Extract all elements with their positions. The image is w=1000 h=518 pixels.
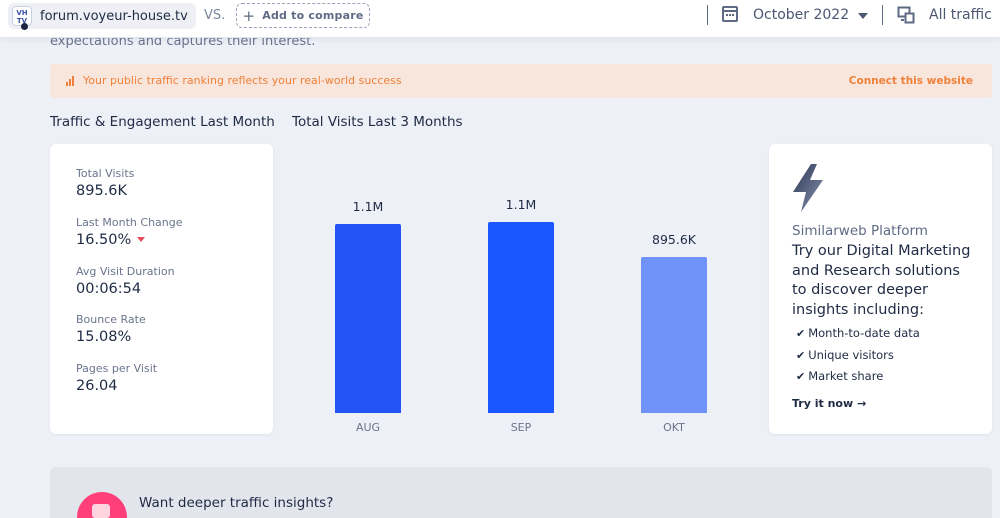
metric-value-row: 16.50% bbox=[76, 232, 183, 248]
bar-okt[interactable] bbox=[641, 257, 707, 413]
metric-value: 26.04 bbox=[76, 378, 118, 394]
try-it-now-link[interactable]: Try it now → bbox=[792, 397, 866, 410]
bar-value-label: 1.1M bbox=[352, 199, 384, 214]
promo-feature-label: Market share bbox=[808, 369, 884, 383]
plus-icon: + bbox=[242, 6, 256, 25]
metric-label: Total Visits bbox=[76, 167, 135, 180]
metric-value: 15.08% bbox=[76, 329, 132, 345]
traffic-type-selector[interactable]: All traffic bbox=[929, 7, 992, 23]
bar-category-label: OKT bbox=[663, 421, 685, 434]
site-selector[interactable]: VH TV forum.voyeur-house.tv bbox=[8, 3, 196, 30]
favicon-dot bbox=[21, 23, 28, 30]
site-name: forum.voyeur-house.tv bbox=[40, 8, 188, 24]
engagement-metrics-card: Total Visits 895.6K Last Month Change 16… bbox=[50, 144, 273, 434]
metric-pages-per-visit: Pages per Visit 26.04 bbox=[76, 362, 157, 394]
arrow-right-icon: → bbox=[857, 397, 867, 410]
calendar-icon[interactable] bbox=[722, 6, 738, 22]
try-it-now-label: Try it now bbox=[792, 397, 854, 410]
promo-feature-item: ✔ Unique visitors bbox=[796, 348, 920, 370]
deeper-insights-card: Want deeper traffic insights? bbox=[50, 467, 992, 518]
metric-label: Last Month Change bbox=[76, 216, 183, 229]
connect-website-link[interactable]: Connect this website bbox=[848, 75, 973, 87]
traffic-device-icon[interactable] bbox=[897, 6, 915, 24]
total-visits-bar-chart: 1.1M AUG 1.1M SEP 895.6K OKT bbox=[290, 144, 750, 444]
vs-label: VS. bbox=[204, 8, 226, 23]
lightning-bolt-icon bbox=[793, 164, 823, 212]
toolbar-divider bbox=[707, 5, 708, 25]
metric-value: 895.6K bbox=[76, 183, 128, 199]
metric-total-visits: Total Visits 895.6K bbox=[76, 167, 134, 199]
promo-feature-label: Unique visitors bbox=[808, 347, 894, 362]
promo-feature-label: Month-to-date data bbox=[808, 326, 920, 340]
engagement-section-title: Traffic & Engagement Last Month bbox=[50, 114, 275, 130]
metric-label: Pages per Visit bbox=[76, 362, 158, 375]
metric-last-month-change: Last Month Change 16.50% bbox=[76, 216, 183, 248]
check-icon: ✔ bbox=[796, 348, 806, 362]
megaphone-icon bbox=[77, 492, 127, 518]
check-icon: ✔ bbox=[796, 370, 806, 383]
bar-category-label: AUG bbox=[355, 421, 381, 434]
toolbar-divider bbox=[882, 5, 883, 25]
metric-value: 16.50% bbox=[76, 232, 132, 248]
promo-title: Similarweb Platform bbox=[792, 223, 928, 239]
metric-value: 00:06:54 bbox=[76, 281, 142, 297]
promo-feature-item: ✔ Market share bbox=[796, 369, 920, 391]
chevron-down-icon[interactable] bbox=[858, 13, 868, 19]
banner-text: Your public traffic ranking reflects you… bbox=[83, 74, 402, 87]
promo-headline: Try our Digital Marketing and Research s… bbox=[792, 243, 971, 318]
metric-label: Avg Visit Duration bbox=[76, 265, 175, 278]
bar-chart-icon bbox=[66, 76, 74, 86]
favicon-text: VH TV bbox=[16, 9, 28, 25]
check-icon: ✔ bbox=[796, 327, 806, 340]
promo-feature-item: ✔ Month-to-date data bbox=[796, 326, 920, 348]
top-bar: VH TV forum.voyeur-house.tv VS. + Add to… bbox=[0, 0, 1000, 38]
visits-section-title: Total Visits Last 3 Months bbox=[292, 114, 463, 130]
trend-down-icon bbox=[137, 236, 146, 242]
metric-bounce-rate: Bounce Rate 15.08% bbox=[76, 313, 146, 345]
bar-sep[interactable] bbox=[488, 222, 554, 413]
ranking-banner: Your public traffic ranking reflects you… bbox=[50, 64, 992, 98]
bar-value-label: 1.1M bbox=[505, 197, 537, 212]
metric-avg-visit-duration: Avg Visit Duration 00:06:54 bbox=[76, 265, 175, 297]
add-to-compare-button[interactable]: + Add to compare bbox=[236, 3, 370, 28]
site-favicon-icon: VH TV bbox=[12, 6, 32, 30]
bar-category-label: SEP bbox=[510, 421, 532, 434]
month-selector[interactable]: October 2022 bbox=[753, 7, 850, 23]
bar-aug[interactable] bbox=[335, 224, 401, 413]
deeper-insights-text: Want deeper traffic insights? bbox=[139, 495, 334, 511]
bar-value-label: 895.6K bbox=[652, 232, 696, 247]
metric-label: Bounce Rate bbox=[76, 313, 146, 326]
promo-feature-list: ✔ Month-to-date data ✔ Unique visitors ✔ Ma… bbox=[796, 326, 920, 391]
add-to-compare-label: Add to compare bbox=[262, 9, 364, 22]
similarweb-promo-card: Similarweb Platform Try our Digital Mark… bbox=[769, 144, 992, 434]
